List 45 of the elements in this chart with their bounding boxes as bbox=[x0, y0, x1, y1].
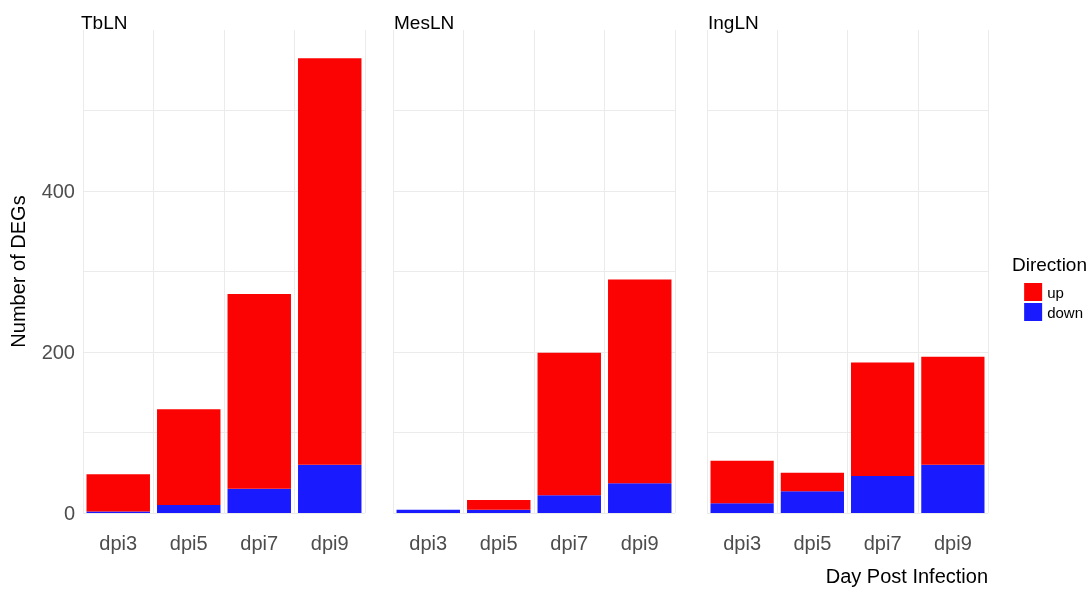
x-tick-label: dpi3 bbox=[723, 532, 762, 554]
legend-label: up bbox=[1047, 283, 1064, 301]
bar bbox=[851, 475, 915, 513]
bar bbox=[851, 362, 915, 476]
bar bbox=[227, 294, 291, 489]
bar bbox=[298, 464, 362, 513]
bar bbox=[921, 356, 985, 465]
bar bbox=[157, 504, 221, 513]
bar bbox=[227, 488, 291, 513]
x-tick-label: dpi5 bbox=[169, 532, 208, 554]
x-tick-label: dpi5 bbox=[793, 532, 832, 554]
legend-title: Direction bbox=[1012, 254, 1088, 275]
bar bbox=[608, 279, 672, 484]
legend-label: down bbox=[1047, 303, 1083, 321]
bar bbox=[298, 58, 362, 465]
x-tick-label: dpi9 bbox=[620, 532, 659, 554]
x-tick-label: dpi5 bbox=[479, 532, 518, 554]
y-tick-label: 200 bbox=[41, 341, 75, 363]
bar bbox=[537, 352, 601, 496]
bar bbox=[710, 503, 774, 513]
x-tick-label: dpi7 bbox=[240, 532, 279, 554]
bar bbox=[608, 483, 672, 513]
bar bbox=[467, 500, 531, 510]
chart-title: TbLN bbox=[81, 12, 128, 33]
x-tick-label: dpi9 bbox=[310, 532, 349, 554]
chart-title: IngLN bbox=[708, 12, 759, 33]
bar bbox=[467, 509, 531, 513]
bar bbox=[780, 491, 844, 513]
bar bbox=[921, 464, 985, 513]
x-tick-label: dpi3 bbox=[409, 532, 448, 554]
bar bbox=[537, 495, 601, 513]
bar bbox=[710, 460, 774, 504]
y-tick-label: 0 bbox=[63, 502, 75, 524]
y-axis-title: Number of DEGs bbox=[7, 195, 29, 348]
y-tick-label: 400 bbox=[41, 180, 75, 202]
bar bbox=[396, 509, 460, 513]
x-tick-label: dpi7 bbox=[863, 532, 902, 554]
bar bbox=[780, 472, 844, 492]
chart-title: MesLN bbox=[394, 12, 455, 33]
x-tick-label: dpi7 bbox=[550, 532, 589, 554]
bar bbox=[157, 409, 221, 505]
x-tick-label: dpi9 bbox=[933, 532, 972, 554]
bar bbox=[86, 474, 150, 512]
x-axis-title: Day Post Infection bbox=[825, 565, 989, 587]
x-tick-label: dpi3 bbox=[99, 532, 138, 554]
